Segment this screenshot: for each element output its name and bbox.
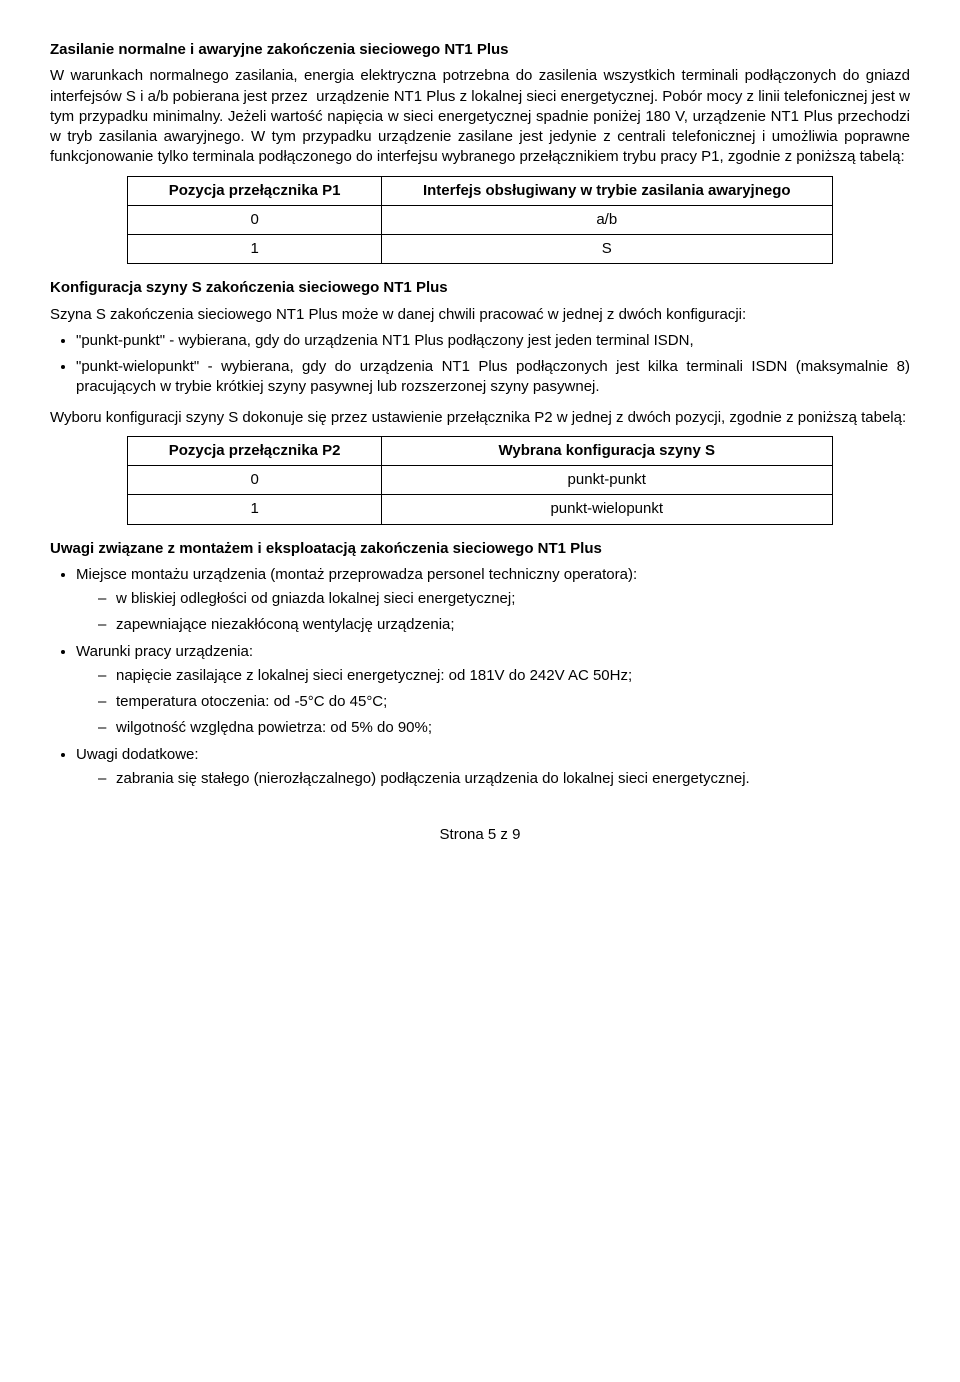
table-p2-r0c1: punkt-punkt: [381, 466, 832, 495]
page-footer: Strona 5 z 9: [50, 825, 910, 845]
table-p1-header-1: Pozycja przełącznika P1: [128, 176, 382, 205]
para-power: W warunkach normalnego zasilania, energi…: [50, 66, 910, 167]
install-extra: Uwagi dodatkowe: zabrania się stałego (n…: [76, 745, 910, 790]
install-extra-note: zabrania się stałego (nierozłączalnego) …: [116, 769, 910, 789]
install-extra-label: Uwagi dodatkowe:: [76, 746, 199, 763]
install-location-vent: zapewniające niezakłóconą wentylację urz…: [116, 615, 910, 635]
table-p1-r0c0: 0: [128, 205, 382, 234]
table-p2-header-2: Wybrana konfiguracja szyny S: [381, 436, 832, 465]
install-voltage: napięcie zasilające z lokalnej sieci ene…: [116, 666, 910, 686]
table-p1-r1c1: S: [381, 235, 832, 264]
table-p1-header-2: Interfejs obsługiwany w trybie zasilania…: [381, 176, 832, 205]
para-p2-select: Wyboru konfiguracji szyny S dokonuje się…: [50, 408, 910, 428]
heading-sbus: Konfiguracja szyny S zakończenia sieciow…: [50, 278, 910, 298]
sbus-mode-pwp: "punkt-wielopunkt" - wybierana, gdy do u…: [76, 357, 910, 398]
install-location-sub: w bliskiej odległości od gniazda lokalne…: [76, 589, 910, 636]
install-extra-sub: zabrania się stałego (nierozłączalnego) …: [76, 769, 910, 789]
table-p1: Pozycja przełącznika P1 Interfejs obsług…: [127, 176, 832, 265]
install-temp: temperatura otoczenia: od -5°C do 45°C;: [116, 692, 910, 712]
heading-power: Zasilanie normalne i awaryjne zakończeni…: [50, 40, 910, 60]
install-location-socket: w bliskiej odległości od gniazda lokalne…: [116, 589, 910, 609]
table-p2-header-1: Pozycja przełącznika P2: [128, 436, 382, 465]
install-location-label: Miejsce montażu urządzenia (montaż przep…: [76, 566, 637, 583]
install-location: Miejsce montażu urządzenia (montaż przep…: [76, 565, 910, 636]
install-humidity: wilgotność względna powietrza: od 5% do …: [116, 718, 910, 738]
install-list: Miejsce montażu urządzenia (montaż przep…: [50, 565, 910, 789]
install-conditions-sub: napięcie zasilające z lokalnej sieci ene…: [76, 666, 910, 739]
table-p1-r1c0: 1: [128, 235, 382, 264]
install-conditions-label: Warunki pracy urządzenia:: [76, 643, 253, 660]
heading-install: Uwagi związane z montażem i eksploatacją…: [50, 539, 910, 559]
sbus-modes-list: "punkt-punkt" - wybierana, gdy do urządz…: [50, 331, 910, 398]
sbus-mode-pp: "punkt-punkt" - wybierana, gdy do urządz…: [76, 331, 910, 351]
para-sbus: Szyna S zakończenia sieciowego NT1 Plus …: [50, 305, 910, 325]
table-p2-r1c0: 1: [128, 495, 382, 524]
table-p2: Pozycja przełącznika P2 Wybrana konfigur…: [127, 436, 832, 525]
table-p2-r1c1: punkt-wielopunkt: [381, 495, 832, 524]
table-p2-r0c0: 0: [128, 466, 382, 495]
install-conditions: Warunki pracy urządzenia: napięcie zasil…: [76, 642, 910, 739]
table-p1-r0c1: a/b: [381, 205, 832, 234]
